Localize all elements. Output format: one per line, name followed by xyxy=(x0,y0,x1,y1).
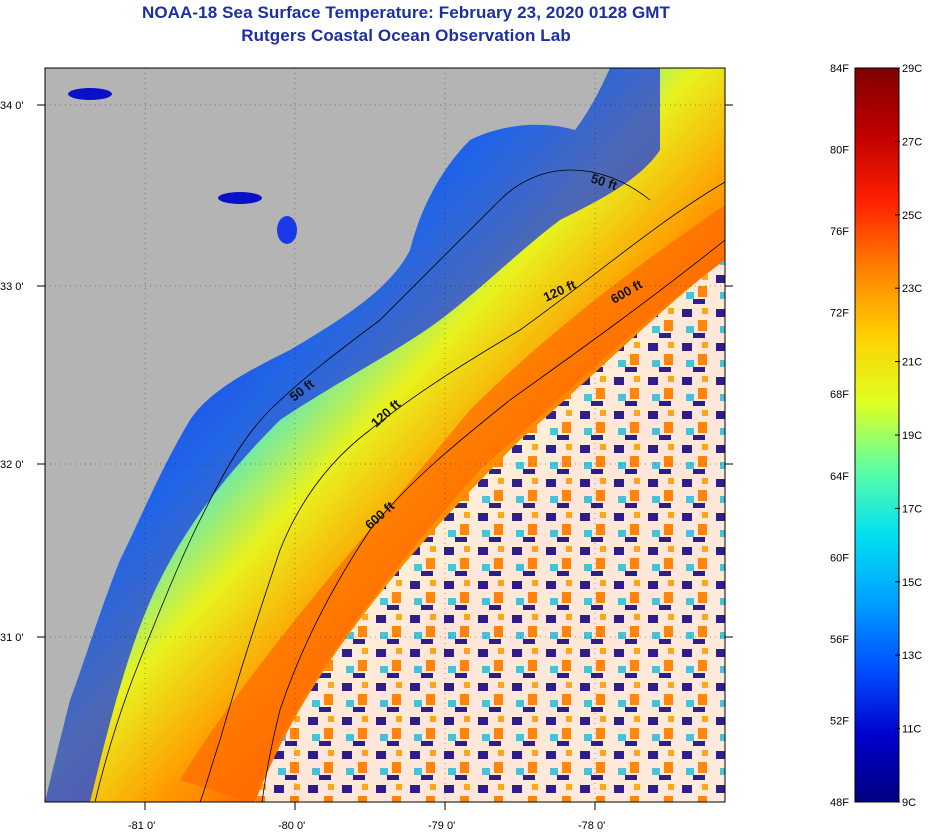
colorbar-celsius-label: 15C xyxy=(902,577,922,589)
lat-label-33: 33 0' xyxy=(0,281,24,293)
celsius-ticks: 29C 27C 25C 23C 21C 19C 17C 15C 13C 11C 9C xyxy=(895,63,922,809)
lon-label-81: -81 0' xyxy=(128,820,155,832)
contour-120ft xyxy=(199,181,725,802)
colorbar-celsius-label: 17C xyxy=(902,503,922,515)
colorbar-celsius-label: 23C xyxy=(902,283,922,295)
graticule xyxy=(45,68,725,802)
inland-lake-1 xyxy=(277,216,297,244)
map-frame xyxy=(44,67,726,803)
contour-50ft xyxy=(94,169,651,802)
lat-label-31: 31 0' xyxy=(0,632,24,644)
inland-lake-3 xyxy=(218,192,262,204)
fahrenheit-ticks: 84F 80F 76F 72F 68F 64F 60F 56F 52F 48F xyxy=(830,63,849,809)
colorbar-fahrenheit-label: 56F xyxy=(830,634,849,646)
cloud-region xyxy=(255,260,725,802)
colorbar-fahrenheit-label: 60F xyxy=(830,552,849,564)
colorbar-fahrenheit-label: 48F xyxy=(830,797,849,809)
colorbar-fahrenheit-label: 76F xyxy=(830,226,849,238)
lat-label-32: 32 0' xyxy=(0,459,24,471)
lon-label-79: -79 0' xyxy=(428,820,455,832)
colorbar-celsius-label: 9C xyxy=(902,797,916,809)
colorbar-celsius-label: 25C xyxy=(902,210,922,222)
axis-ticks xyxy=(37,104,733,810)
contour-600ft xyxy=(261,239,725,802)
lat-label-34: 34 0' xyxy=(0,100,24,112)
map-subtitle: Rutgers Coastal Ocean Observation Lab xyxy=(241,26,571,45)
colorbar-celsius-label: 21C xyxy=(902,357,922,369)
land-mass xyxy=(45,68,610,802)
colorbar-celsius-label: 11C xyxy=(902,724,921,736)
colorbar-celsius-label: 19C xyxy=(902,430,922,442)
colorbar-fahrenheit-label: 80F xyxy=(830,145,849,157)
colorbar-gradient xyxy=(854,67,900,803)
lon-label-78: -78 0' xyxy=(578,820,605,832)
map-imagery xyxy=(45,68,725,802)
colorbar-fahrenheit-label: 68F xyxy=(830,389,849,401)
lon-label-80: -80 0' xyxy=(278,820,305,832)
colorbar-celsius-label: 13C xyxy=(902,650,922,662)
sst-map: 50 ft 120 ft 600 ft 50 ft 120 ft 600 ft … xyxy=(0,67,733,832)
nearshore-cold-band xyxy=(45,68,660,802)
colorbar-fahrenheit-label: 84F xyxy=(830,63,849,75)
inland-lake-2 xyxy=(68,88,112,100)
colorbar-fahrenheit-label: 52F xyxy=(830,715,849,727)
colorbar-celsius-label: 27C xyxy=(902,136,922,148)
colorbar-fahrenheit-label: 72F xyxy=(830,308,849,320)
temperature-colorbar: 84F 80F 76F 72F 68F 64F 60F 56F 52F 48F 29C 27C 25C… xyxy=(830,63,922,809)
colorbar-fahrenheit-label: 64F xyxy=(830,471,849,483)
map-title: NOAA-18 Sea Surface Temperature: Februar… xyxy=(141,3,671,22)
colorbar-celsius-label: 29C xyxy=(902,63,922,75)
gulf-stream-band xyxy=(180,205,725,802)
